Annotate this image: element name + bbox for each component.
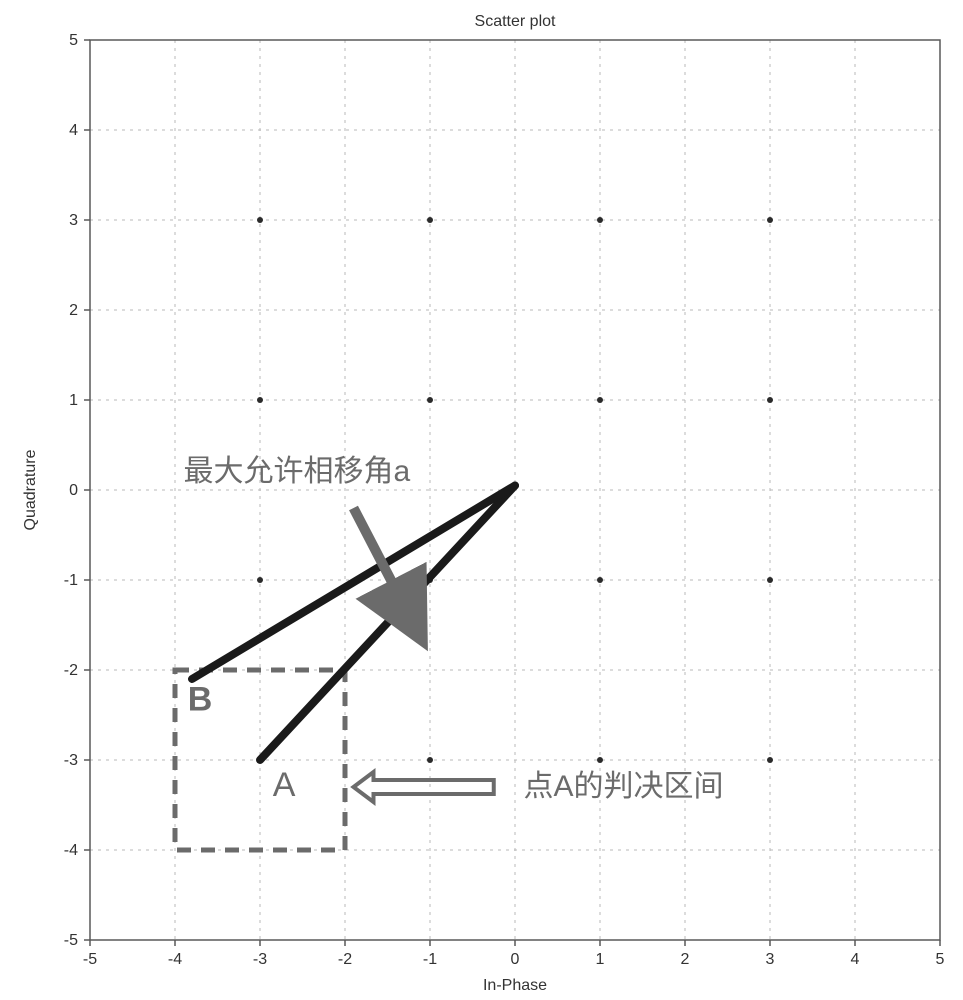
xtick-label: -5 xyxy=(83,951,97,968)
xtick-label: -4 xyxy=(168,951,182,968)
ylabel: Quadrature xyxy=(22,449,39,530)
constellation-point xyxy=(427,757,433,763)
constellation-point xyxy=(427,217,433,223)
xtick-label: 0 xyxy=(511,951,520,968)
ytick-label: 1 xyxy=(69,392,78,409)
scatter-plot-chart: -5 -4 -3 -2 -1 0 1 2 3 4 5 -5 -4 -3 -2 -1 0 1 2 3 4 5 In-Phase… xyxy=(0,0,963,1000)
xtick-label: -1 xyxy=(423,951,437,968)
ytick-label: -3 xyxy=(64,752,78,769)
xlabel: In-Phase xyxy=(483,977,547,994)
ytick-label: 2 xyxy=(69,302,78,319)
xtick-label: 4 xyxy=(851,951,860,968)
ytick-label: -4 xyxy=(64,842,78,859)
constellation-point xyxy=(427,397,433,403)
constellation-point xyxy=(767,397,773,403)
constellation-point xyxy=(257,397,263,403)
constellation-point xyxy=(597,217,603,223)
ytick-label: 3 xyxy=(69,212,78,229)
constellation-point xyxy=(767,577,773,583)
ytick-label: 0 xyxy=(69,482,78,499)
constellation-point xyxy=(767,217,773,223)
constellation-point xyxy=(767,757,773,763)
xtick-label: 1 xyxy=(596,951,605,968)
chart-svg: -5 -4 -3 -2 -1 0 1 2 3 4 5 -5 -4 -3 -2 -1 0 1 2 3 4 5 In-Phase… xyxy=(0,0,963,1000)
chart-title: Scatter plot xyxy=(475,13,556,30)
xtick-label: -3 xyxy=(253,951,267,968)
ytick-label: 4 xyxy=(69,122,78,139)
decision-region-label: 点A的判决区间 xyxy=(524,770,724,803)
point-B-label: B xyxy=(188,681,213,719)
constellation-point xyxy=(597,397,603,403)
xtick-label: 2 xyxy=(681,951,690,968)
ytick-label: -5 xyxy=(64,932,78,949)
ytick-label: -2 xyxy=(64,662,78,679)
ytick-label: 5 xyxy=(69,32,78,49)
xtick-label: 3 xyxy=(766,951,775,968)
xtick-label: 5 xyxy=(936,951,945,968)
constellation-point xyxy=(597,757,603,763)
xtick-label: -2 xyxy=(338,951,352,968)
point-A-label: A xyxy=(273,766,296,804)
constellation-point xyxy=(597,577,603,583)
ytick-label: -1 xyxy=(64,572,78,589)
constellation-point xyxy=(257,217,263,223)
max-angle-label: 最大允许相移角a xyxy=(184,455,411,488)
constellation-point xyxy=(257,577,263,583)
